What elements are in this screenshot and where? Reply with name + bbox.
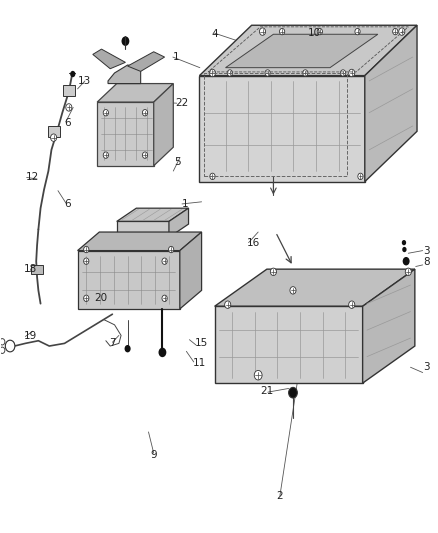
Circle shape — [103, 110, 109, 116]
Circle shape — [162, 295, 167, 302]
Bar — [63, 85, 75, 96]
Circle shape — [259, 28, 265, 35]
Text: 4: 4 — [212, 29, 218, 39]
Text: 13: 13 — [78, 76, 91, 86]
Polygon shape — [215, 269, 415, 306]
Text: 3: 3 — [424, 362, 430, 372]
Circle shape — [340, 70, 346, 76]
Text: 12: 12 — [25, 172, 39, 182]
Circle shape — [303, 70, 308, 76]
Text: 20: 20 — [94, 293, 107, 303]
Polygon shape — [215, 306, 363, 383]
Text: 18: 18 — [24, 264, 37, 274]
Circle shape — [142, 110, 148, 116]
Circle shape — [402, 240, 406, 245]
Circle shape — [121, 36, 129, 46]
Polygon shape — [117, 221, 169, 237]
Text: 11: 11 — [193, 358, 206, 368]
Polygon shape — [169, 208, 188, 237]
Polygon shape — [226, 34, 378, 68]
Polygon shape — [127, 52, 165, 71]
Circle shape — [279, 28, 285, 35]
Circle shape — [402, 247, 406, 252]
Text: 1: 1 — [182, 199, 189, 209]
Circle shape — [225, 301, 231, 309]
Circle shape — [159, 348, 166, 357]
Circle shape — [289, 387, 297, 398]
Circle shape — [142, 152, 148, 158]
Circle shape — [265, 70, 270, 76]
Text: 15: 15 — [195, 338, 208, 349]
Circle shape — [70, 71, 75, 77]
Polygon shape — [78, 251, 180, 309]
Circle shape — [227, 70, 233, 76]
Polygon shape — [108, 65, 141, 84]
Text: 22: 22 — [176, 98, 189, 108]
Circle shape — [349, 301, 355, 309]
Circle shape — [84, 246, 89, 253]
Circle shape — [84, 295, 89, 302]
Polygon shape — [78, 232, 201, 251]
Circle shape — [103, 152, 109, 158]
Text: 10: 10 — [308, 28, 321, 38]
Text: 2: 2 — [277, 490, 283, 500]
Circle shape — [399, 28, 405, 35]
Circle shape — [66, 104, 72, 111]
Text: 8: 8 — [424, 257, 430, 267]
Polygon shape — [97, 102, 154, 166]
Polygon shape — [365, 25, 417, 182]
Circle shape — [349, 69, 355, 77]
Text: 5: 5 — [174, 157, 181, 166]
Polygon shape — [154, 84, 173, 166]
Circle shape — [84, 258, 89, 264]
Text: 16: 16 — [247, 238, 261, 248]
Circle shape — [254, 370, 262, 380]
Polygon shape — [199, 25, 417, 76]
Circle shape — [270, 268, 276, 276]
Polygon shape — [199, 76, 365, 182]
Circle shape — [0, 347, 5, 353]
Circle shape — [169, 246, 174, 253]
Bar — [31, 265, 43, 274]
Circle shape — [290, 287, 296, 294]
Circle shape — [0, 338, 5, 345]
Circle shape — [210, 173, 215, 180]
Polygon shape — [97, 84, 173, 102]
Polygon shape — [117, 208, 188, 221]
Text: 3: 3 — [424, 246, 430, 256]
Circle shape — [50, 134, 57, 141]
Text: 1: 1 — [173, 52, 180, 62]
Text: 9: 9 — [150, 450, 157, 460]
Circle shape — [5, 340, 15, 352]
Text: 7: 7 — [109, 338, 116, 349]
Circle shape — [403, 257, 410, 265]
Polygon shape — [180, 232, 201, 309]
Circle shape — [162, 258, 167, 264]
Circle shape — [405, 268, 411, 276]
Bar — [47, 126, 60, 136]
Text: 6: 6 — [64, 199, 71, 209]
Text: 21: 21 — [260, 386, 273, 396]
Circle shape — [358, 173, 363, 180]
Circle shape — [392, 28, 398, 35]
Circle shape — [209, 69, 215, 77]
Circle shape — [5, 340, 15, 352]
Text: 6: 6 — [64, 118, 71, 128]
Circle shape — [355, 28, 360, 35]
Polygon shape — [93, 49, 125, 69]
Polygon shape — [363, 269, 415, 383]
Circle shape — [124, 345, 131, 352]
Circle shape — [317, 28, 322, 35]
Text: 19: 19 — [24, 332, 37, 342]
Bar — [204, 73, 347, 176]
